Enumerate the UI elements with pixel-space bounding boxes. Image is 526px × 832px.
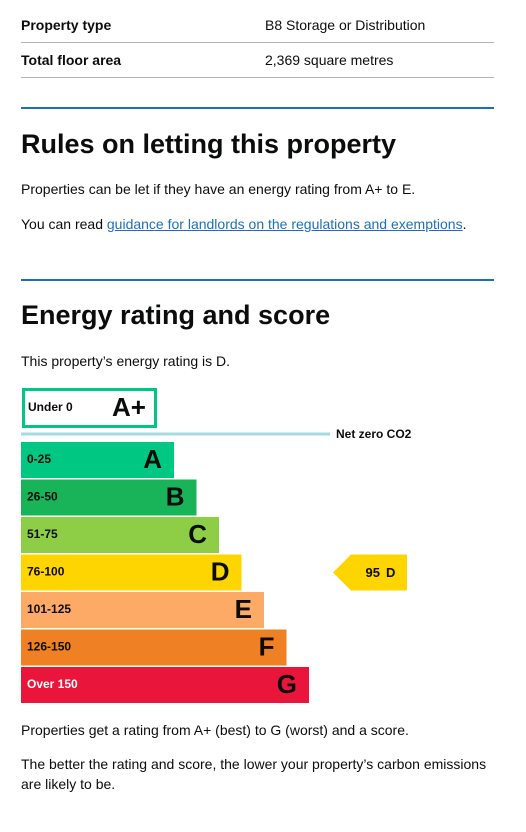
band-range: Over 150 bbox=[27, 677, 78, 691]
rating-band bbox=[21, 479, 197, 516]
section-rule bbox=[21, 107, 494, 109]
current-letter: D bbox=[386, 565, 395, 580]
band-letter: C bbox=[188, 519, 207, 549]
summary-label: Total floor area bbox=[21, 52, 122, 68]
rating-band bbox=[21, 629, 287, 666]
rating-band bbox=[21, 667, 309, 703]
paragraph: Properties can be let if they have an en… bbox=[21, 181, 416, 197]
band-letter: E bbox=[235, 594, 252, 624]
band-range: 51-75 bbox=[27, 527, 58, 541]
band-range: 0-25 bbox=[27, 452, 51, 466]
band-letter: A+ bbox=[112, 392, 146, 422]
paragraph: The better the rating and score, the low… bbox=[21, 756, 487, 792]
text: You can read bbox=[21, 216, 107, 232]
text: . bbox=[462, 216, 467, 232]
band-letter: F bbox=[259, 631, 275, 661]
paragraph: You can read guidance for landlords on t… bbox=[21, 214, 466, 234]
section-heading: Rules on letting this property bbox=[21, 129, 397, 159]
summary-value: 2,369 square metres bbox=[265, 52, 394, 68]
summary-value: B8 Storage or Distribution bbox=[265, 17, 426, 33]
band-letter: G bbox=[277, 669, 297, 699]
band-letter: D bbox=[211, 556, 230, 586]
divider bbox=[21, 42, 494, 43]
band-letter: B bbox=[166, 481, 185, 511]
rating-band bbox=[21, 517, 219, 553]
section-heading: Energy rating and score bbox=[21, 300, 331, 330]
current-rating-arrow bbox=[333, 554, 407, 591]
current-score: 95 bbox=[366, 565, 380, 580]
band-range: 126-150 bbox=[27, 640, 71, 654]
summary-label: Property type bbox=[21, 17, 112, 33]
divider bbox=[21, 77, 494, 78]
band-range: Under 0 bbox=[28, 400, 73, 414]
band-range: 76-100 bbox=[27, 565, 65, 579]
guidance-link[interactable]: guidance for landlords on the regulation… bbox=[106, 216, 463, 232]
rating-band bbox=[21, 442, 174, 478]
band-letter: A bbox=[143, 444, 162, 474]
section-rule bbox=[21, 279, 494, 281]
net-zero-band bbox=[22, 388, 157, 428]
paragraph: Properties get a rating from A+ (best) t… bbox=[21, 722, 409, 738]
paragraph: This property’s energy rating is D. bbox=[21, 353, 231, 369]
band-range: 101-125 bbox=[27, 602, 71, 616]
rating-band bbox=[21, 554, 242, 591]
net-zero-label: Net zero CO2 bbox=[336, 427, 412, 441]
band-range: 26-50 bbox=[27, 490, 58, 504]
rating-band bbox=[21, 592, 264, 628]
